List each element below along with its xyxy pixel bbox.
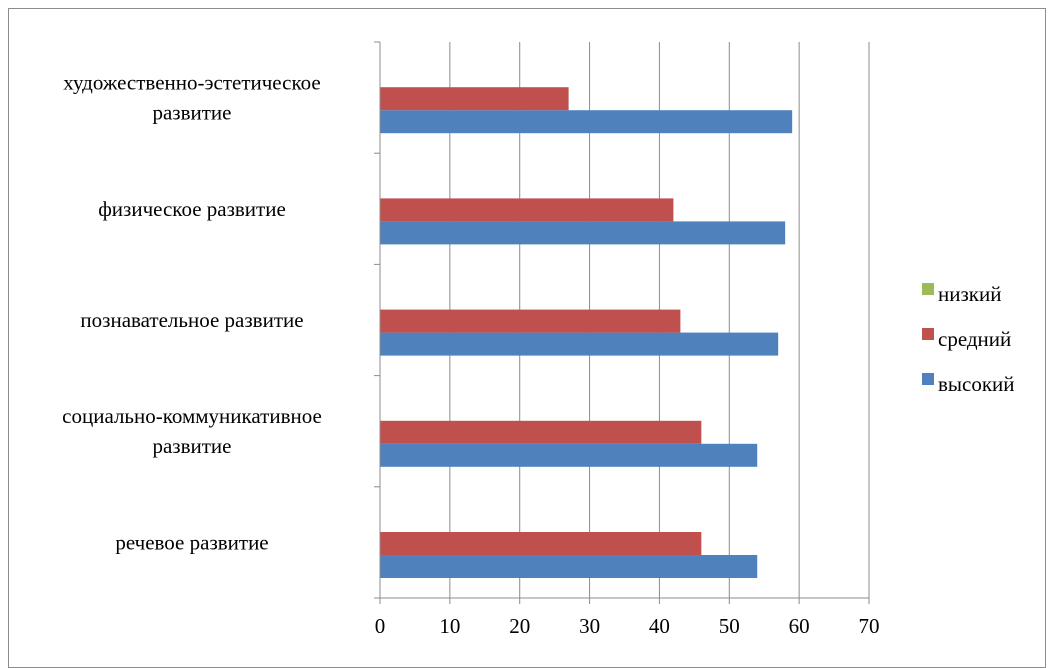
- category-labels: речевое развитие социально-коммуникативно…: [62, 71, 322, 555]
- bar: [380, 555, 758, 578]
- category-label: развитие: [152, 434, 231, 458]
- x-tick-label: 40: [649, 614, 670, 638]
- bar: [380, 532, 702, 555]
- axes: [374, 41, 870, 604]
- x-tick-label: 70: [859, 614, 880, 638]
- bar: [380, 332, 779, 356]
- bar: [380, 87, 569, 111]
- category-label: физическое развитие: [98, 197, 286, 221]
- x-tick-label: 0: [375, 614, 386, 638]
- bar-chart: речевое развитие социально-коммуникативно…: [62, 41, 1015, 638]
- category-label: художественно-эстетическое: [63, 71, 320, 95]
- legend: низкий средний высокий: [922, 282, 1015, 396]
- x-tick-label: 10: [439, 614, 460, 638]
- bars: [380, 87, 793, 578]
- legend-label: средний: [938, 327, 1011, 351]
- legend-swatch: [922, 283, 934, 295]
- bar: [380, 221, 786, 245]
- bar: [380, 443, 758, 467]
- category-label: развитие: [152, 101, 231, 125]
- legend-swatch: [922, 328, 934, 340]
- x-tick-label: 50: [719, 614, 740, 638]
- x-tick-label: 60: [789, 614, 810, 638]
- legend-label: низкий: [938, 282, 1001, 306]
- bar: [380, 110, 793, 134]
- x-tick-label: 20: [509, 614, 530, 638]
- category-label: речевое развитие: [115, 530, 268, 554]
- category-label: социально-коммуникативное: [62, 404, 322, 428]
- category-label: познавательное развитие: [80, 308, 303, 332]
- x-tick-labels: 0 10 20 30 40 50 60 70: [375, 614, 880, 638]
- bar: [380, 309, 681, 333]
- legend-label: высокий: [938, 372, 1015, 396]
- x-tick-label: 30: [579, 614, 600, 638]
- legend-swatch: [922, 373, 934, 385]
- bar: [380, 420, 702, 444]
- bar: [380, 198, 674, 222]
- grid-lines: [449, 42, 870, 598]
